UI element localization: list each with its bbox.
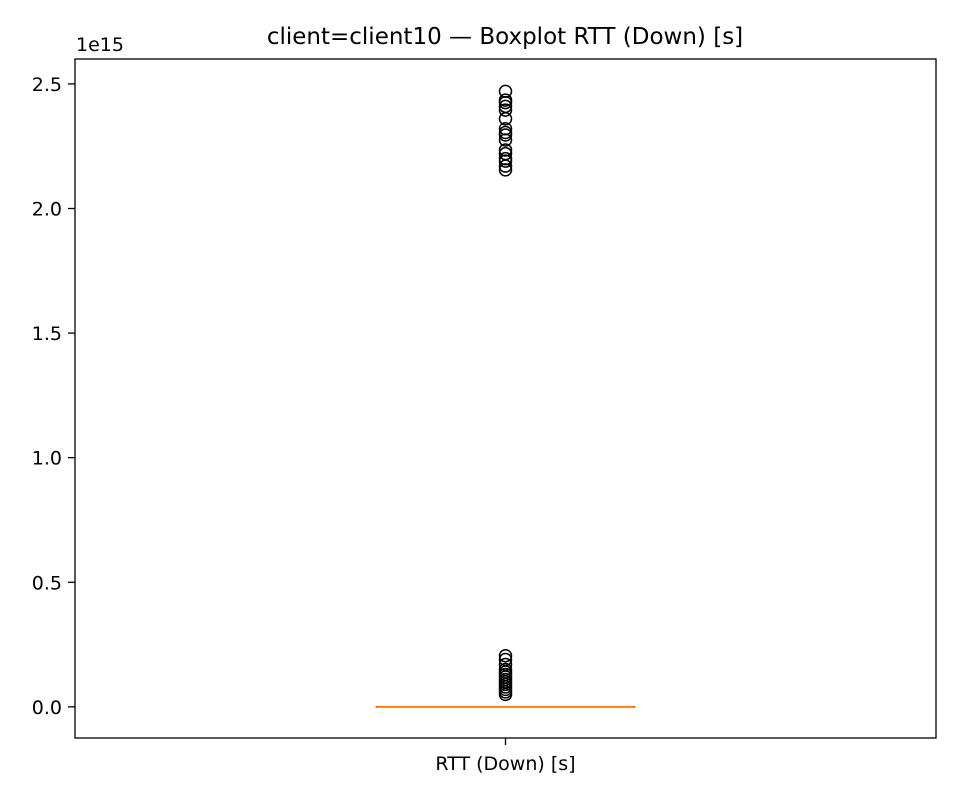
plot-frame	[74, 58, 937, 739]
y-tick-label: 2.0	[32, 199, 62, 221]
x-tick-label: RTT (Down) [s]	[435, 753, 575, 775]
y-tick-label: 1.0	[32, 448, 62, 470]
outlier-point	[498, 103, 513, 117]
outlier-point	[498, 99, 513, 114]
y-tick-label: 2.5	[32, 74, 62, 96]
outlier-point	[498, 133, 513, 147]
outlier-point	[498, 163, 513, 177]
outlier-point	[498, 649, 513, 663]
outlier-point	[498, 143, 513, 157]
y-tick-label: 0.0	[32, 697, 62, 719]
y-tick-label: 1.5	[32, 323, 62, 345]
x-axis: RTT (Down) [s]	[435, 738, 576, 775]
y-offset-label: 1e15	[76, 34, 124, 56]
outlier-point	[498, 84, 513, 99]
outlier-point	[498, 125, 513, 140]
outlier-point	[498, 657, 513, 672]
plot-area	[375, 84, 636, 708]
chart-title: client=client10 — Boxplot RTT (Down) [s]	[267, 24, 743, 50]
outlier-point	[498, 122, 513, 136]
outlier-point	[498, 652, 513, 667]
outlier-point	[498, 146, 513, 161]
outlier-point	[498, 662, 513, 677]
y-axis: 0.0 0.5 1.0 1.5 2.0 2.5	[32, 74, 75, 719]
y-tick-label: 0.5	[32, 572, 62, 594]
outlier-point	[498, 93, 513, 107]
outlier-point	[498, 151, 513, 166]
